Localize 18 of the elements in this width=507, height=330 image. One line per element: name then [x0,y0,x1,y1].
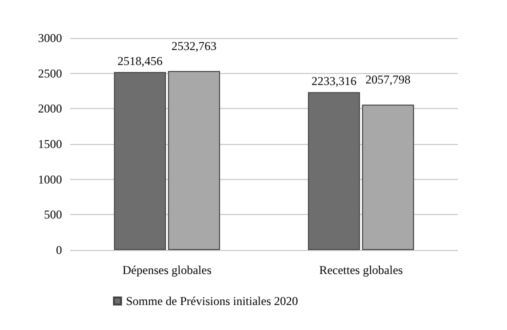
y-tick-label: 1000 [38,172,62,186]
x-tick-label: Dépenses globales [122,263,212,277]
data-label: 2057,798 [366,72,411,87]
data-label: 2518,456 [117,54,162,68]
bar [308,92,360,250]
y-tick-label: 500 [44,208,62,222]
legend-label: Somme de Prévisions initiales 2020 [126,294,298,308]
bar [362,104,414,250]
bar [168,71,220,250]
bar [114,72,166,250]
data-label: 2532,763 [172,39,217,54]
y-tick-label: 2500 [38,66,62,80]
y-tick-label: 0 [56,243,62,257]
y-tick-label: 1500 [38,137,62,151]
x-tick-label: Recettes globales [319,263,404,277]
y-tick-label: 2000 [38,102,62,116]
y-tick-label: 3000 [38,31,62,45]
data-label: 2233,316 [311,74,356,88]
